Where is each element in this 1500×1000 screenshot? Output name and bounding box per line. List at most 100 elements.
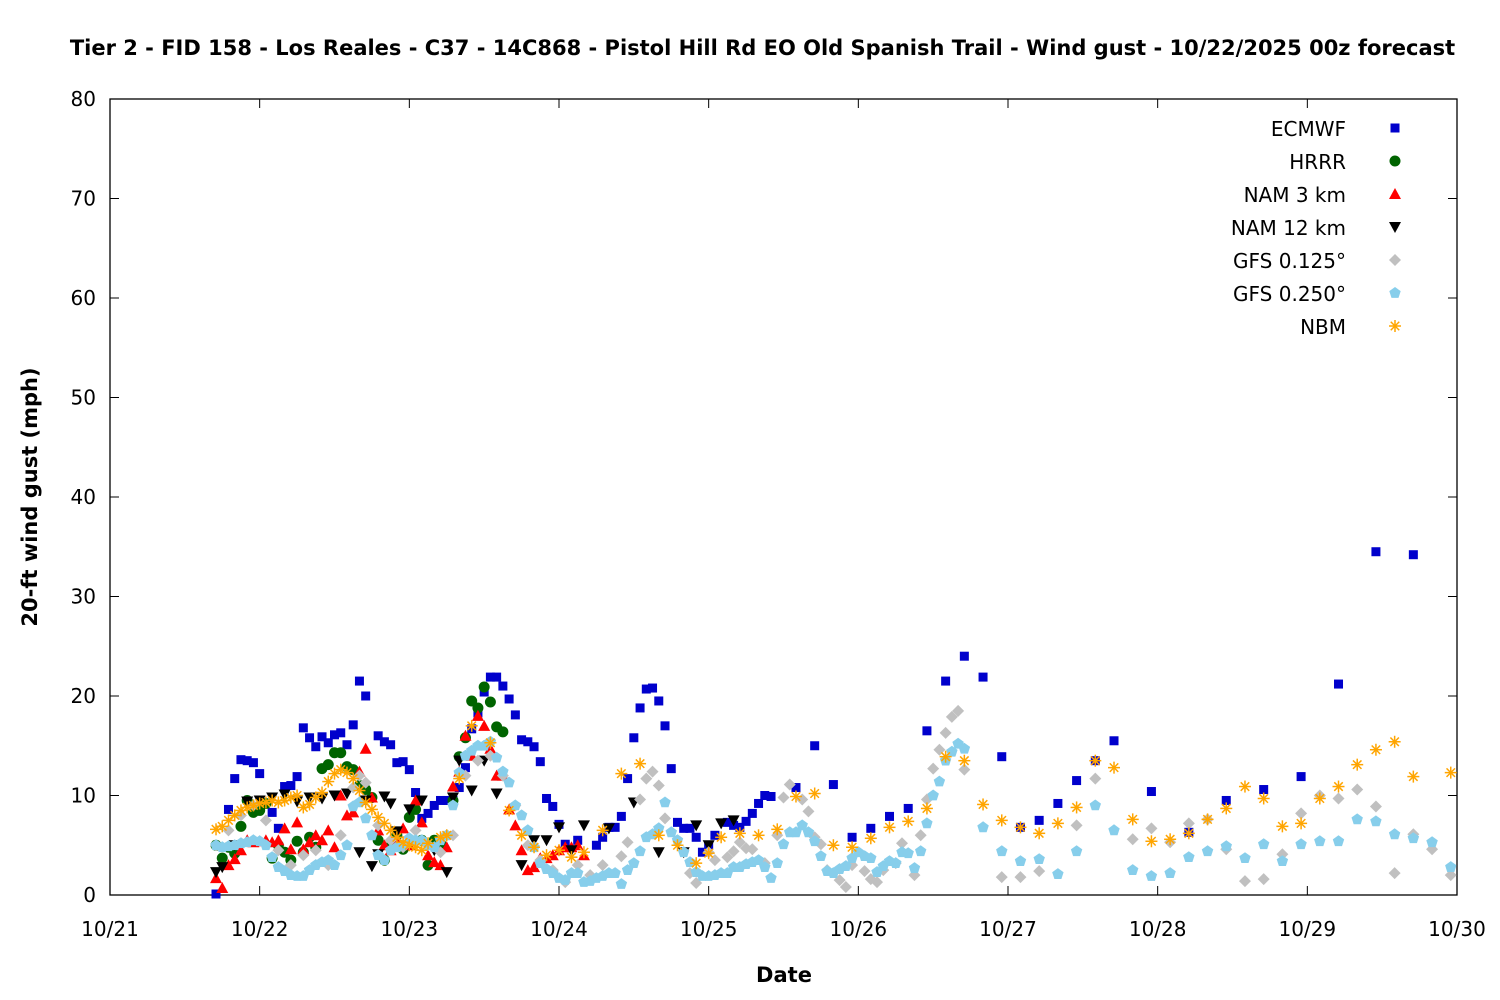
data-point [1127, 864, 1139, 875]
data-point [1182, 827, 1195, 840]
data-point [890, 857, 902, 868]
data-point [517, 735, 527, 745]
data-point [908, 862, 921, 873]
data-point [679, 823, 689, 833]
data-point [222, 814, 235, 827]
data-point [634, 757, 647, 770]
data-point [1332, 835, 1345, 847]
data-point [210, 867, 223, 879]
data-point [255, 769, 265, 779]
data-point [534, 857, 546, 868]
data-point [920, 802, 933, 815]
data-point [616, 811, 626, 821]
data-point [286, 781, 296, 791]
data-point [280, 782, 290, 792]
data-point [609, 867, 621, 878]
legend-label: GFS 0.125° [1233, 249, 1346, 273]
data-point [1426, 836, 1438, 848]
data-point [1276, 855, 1289, 866]
data-point [1033, 827, 1046, 840]
data-point [328, 767, 341, 780]
data-point [641, 684, 651, 694]
data-point [697, 847, 707, 857]
x-tick-label: 10/24 [530, 917, 588, 941]
data-point [365, 861, 378, 873]
data-point [827, 839, 840, 852]
data-point [465, 719, 478, 732]
data-point [553, 844, 565, 857]
data-point [542, 793, 552, 803]
data-point [1296, 772, 1306, 782]
data-point [1258, 838, 1270, 850]
data-point [722, 817, 732, 827]
data-point [272, 834, 285, 846]
data-point [752, 854, 765, 865]
legend-label: NAM 12 km [1231, 216, 1346, 240]
data-point [1408, 550, 1418, 560]
data-point [802, 805, 815, 818]
data-point [977, 821, 989, 833]
data-point [958, 754, 971, 767]
data-point [223, 804, 233, 814]
data-point [977, 798, 990, 811]
data-point [1145, 835, 1158, 848]
data-point [1014, 855, 1027, 866]
data-points [210, 547, 1457, 899]
data-point [995, 814, 1008, 827]
data-point [652, 847, 665, 859]
data-point [1445, 861, 1457, 872]
data-point [1201, 845, 1214, 857]
legend-item: GFS 0.125° [1233, 249, 1401, 273]
data-point [958, 763, 971, 776]
data-point [1407, 770, 1420, 783]
data-point [914, 829, 927, 842]
data-point [710, 830, 720, 840]
data-point [305, 733, 315, 743]
data-point [1033, 865, 1046, 878]
data-point [535, 757, 545, 767]
y-tick-label: 50 [71, 386, 96, 410]
data-point [866, 823, 876, 833]
data-point [390, 831, 403, 844]
data-point [504, 694, 514, 704]
data-point [334, 829, 347, 842]
data-point [316, 786, 329, 799]
data-point [978, 672, 988, 682]
data-point [1332, 792, 1345, 805]
data-point [802, 826, 815, 838]
data-point [311, 742, 321, 752]
data-point [702, 840, 715, 852]
data-point [278, 822, 291, 834]
data-point [322, 824, 335, 836]
data-point [484, 696, 496, 708]
legend-marker [1389, 188, 1401, 199]
data-point [752, 829, 765, 842]
data-point [653, 822, 665, 834]
data-point [640, 772, 653, 785]
data-point [690, 857, 703, 870]
data-point [721, 851, 734, 864]
data-point [846, 841, 859, 854]
data-point [272, 796, 285, 809]
data-point [309, 844, 322, 857]
data-point [746, 843, 759, 856]
data-point [378, 854, 391, 865]
data-point [1334, 679, 1344, 689]
data-point [230, 774, 240, 784]
data-point [478, 719, 491, 731]
data-point [509, 819, 522, 831]
data-point [659, 796, 671, 808]
data-point [939, 726, 952, 739]
data-point [328, 841, 341, 853]
data-point [1238, 875, 1251, 888]
x-tick-label: 10/26 [830, 917, 888, 941]
data-point [808, 787, 821, 800]
data-point [1183, 851, 1195, 862]
legend-item: GFS 0.250° [1233, 282, 1401, 306]
data-point [789, 790, 802, 803]
legend-label: GFS 0.250° [1233, 282, 1346, 306]
data-point [317, 732, 327, 742]
data-point [409, 824, 422, 837]
data-point [939, 750, 952, 763]
data-point [291, 816, 304, 828]
